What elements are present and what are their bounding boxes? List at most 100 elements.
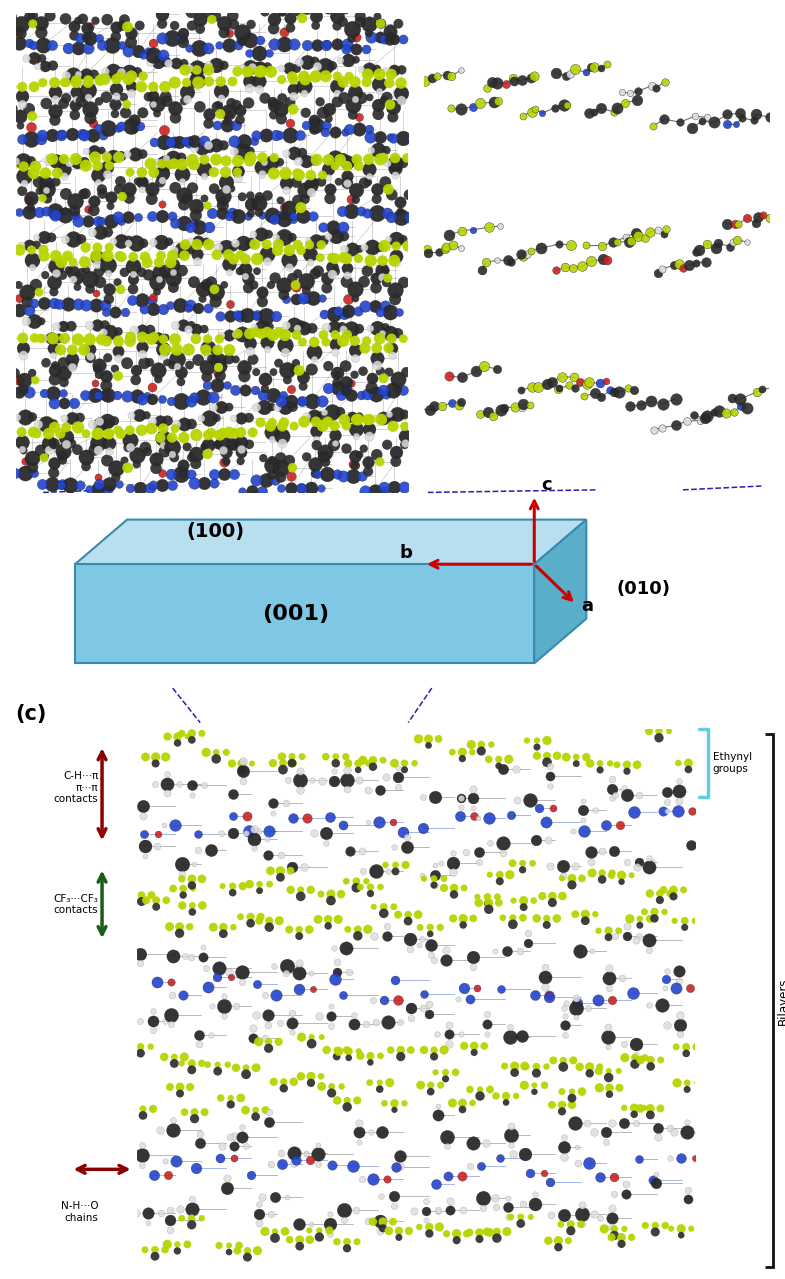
Point [252,56,265,77]
Point [134,478,147,499]
Point [341,173,353,193]
Point [325,996,338,1017]
Point [386,97,399,118]
Point [30,235,42,256]
Point [103,434,115,454]
Point [60,427,72,448]
Point [116,187,129,207]
Point [540,811,553,831]
Point [183,38,195,59]
Point [672,771,685,792]
Point [352,753,364,774]
Point [274,125,287,146]
Point [293,926,305,946]
Point [538,1163,550,1183]
Point [330,33,343,54]
Point [211,357,224,377]
Point [319,67,332,87]
Point [100,411,113,431]
Point [97,124,110,145]
Point [644,1050,657,1071]
Point [83,347,96,367]
Point [262,1004,275,1024]
Point [241,61,254,82]
Point [363,87,376,107]
Point [330,753,342,774]
Point [644,884,656,904]
Point [341,325,353,345]
Point [461,1224,473,1244]
Point [280,1187,293,1207]
Point [75,229,87,249]
Point [431,1095,444,1115]
Point [362,451,374,472]
Point [688,911,701,931]
Point [627,380,640,400]
Point [245,14,257,35]
Point [570,753,582,774]
Point [284,92,297,113]
Point [300,405,312,426]
Point [20,49,32,69]
Point [350,426,363,446]
Point [378,990,390,1010]
Point [166,28,178,49]
Point [483,217,495,238]
Point [326,55,338,75]
Point [221,1054,234,1074]
Point [210,244,223,265]
Point [268,1072,280,1092]
Point [265,396,278,417]
Point [209,5,221,26]
Point [332,909,345,930]
Point [408,753,421,774]
Point [491,886,504,907]
Point [168,1046,181,1067]
Point [466,220,479,240]
Point [309,421,322,441]
Point [266,450,279,471]
Point [299,289,312,310]
Point [104,211,117,231]
Point [632,81,644,101]
Point [148,162,160,183]
Point [66,340,78,361]
Point [284,466,297,486]
Point [232,206,245,226]
Point [356,840,368,861]
Point [181,1234,194,1255]
Point [589,904,601,925]
Point [112,206,125,226]
Point [226,434,239,454]
Point [340,871,352,891]
Point [110,458,122,478]
Point [652,262,664,283]
Point [728,214,741,234]
Point [246,1018,259,1039]
Point [21,281,34,302]
Point [473,1223,486,1243]
Point [557,1050,570,1071]
Point [480,1023,493,1044]
Point [306,318,319,339]
Point [215,822,228,843]
Point [447,877,460,898]
Point [75,65,87,86]
Point [201,275,214,295]
Point [176,164,188,184]
Point [88,201,100,221]
Point [115,247,128,267]
Point [24,197,37,217]
Point [369,1012,382,1032]
Point [217,185,229,206]
Point [46,228,58,248]
Point [49,201,61,221]
Point [243,78,256,98]
Point [374,127,386,147]
Point [92,385,104,405]
Point [605,865,618,885]
Point [316,1027,328,1048]
Point [210,748,222,769]
Point [352,1113,365,1133]
Point [341,1096,353,1117]
